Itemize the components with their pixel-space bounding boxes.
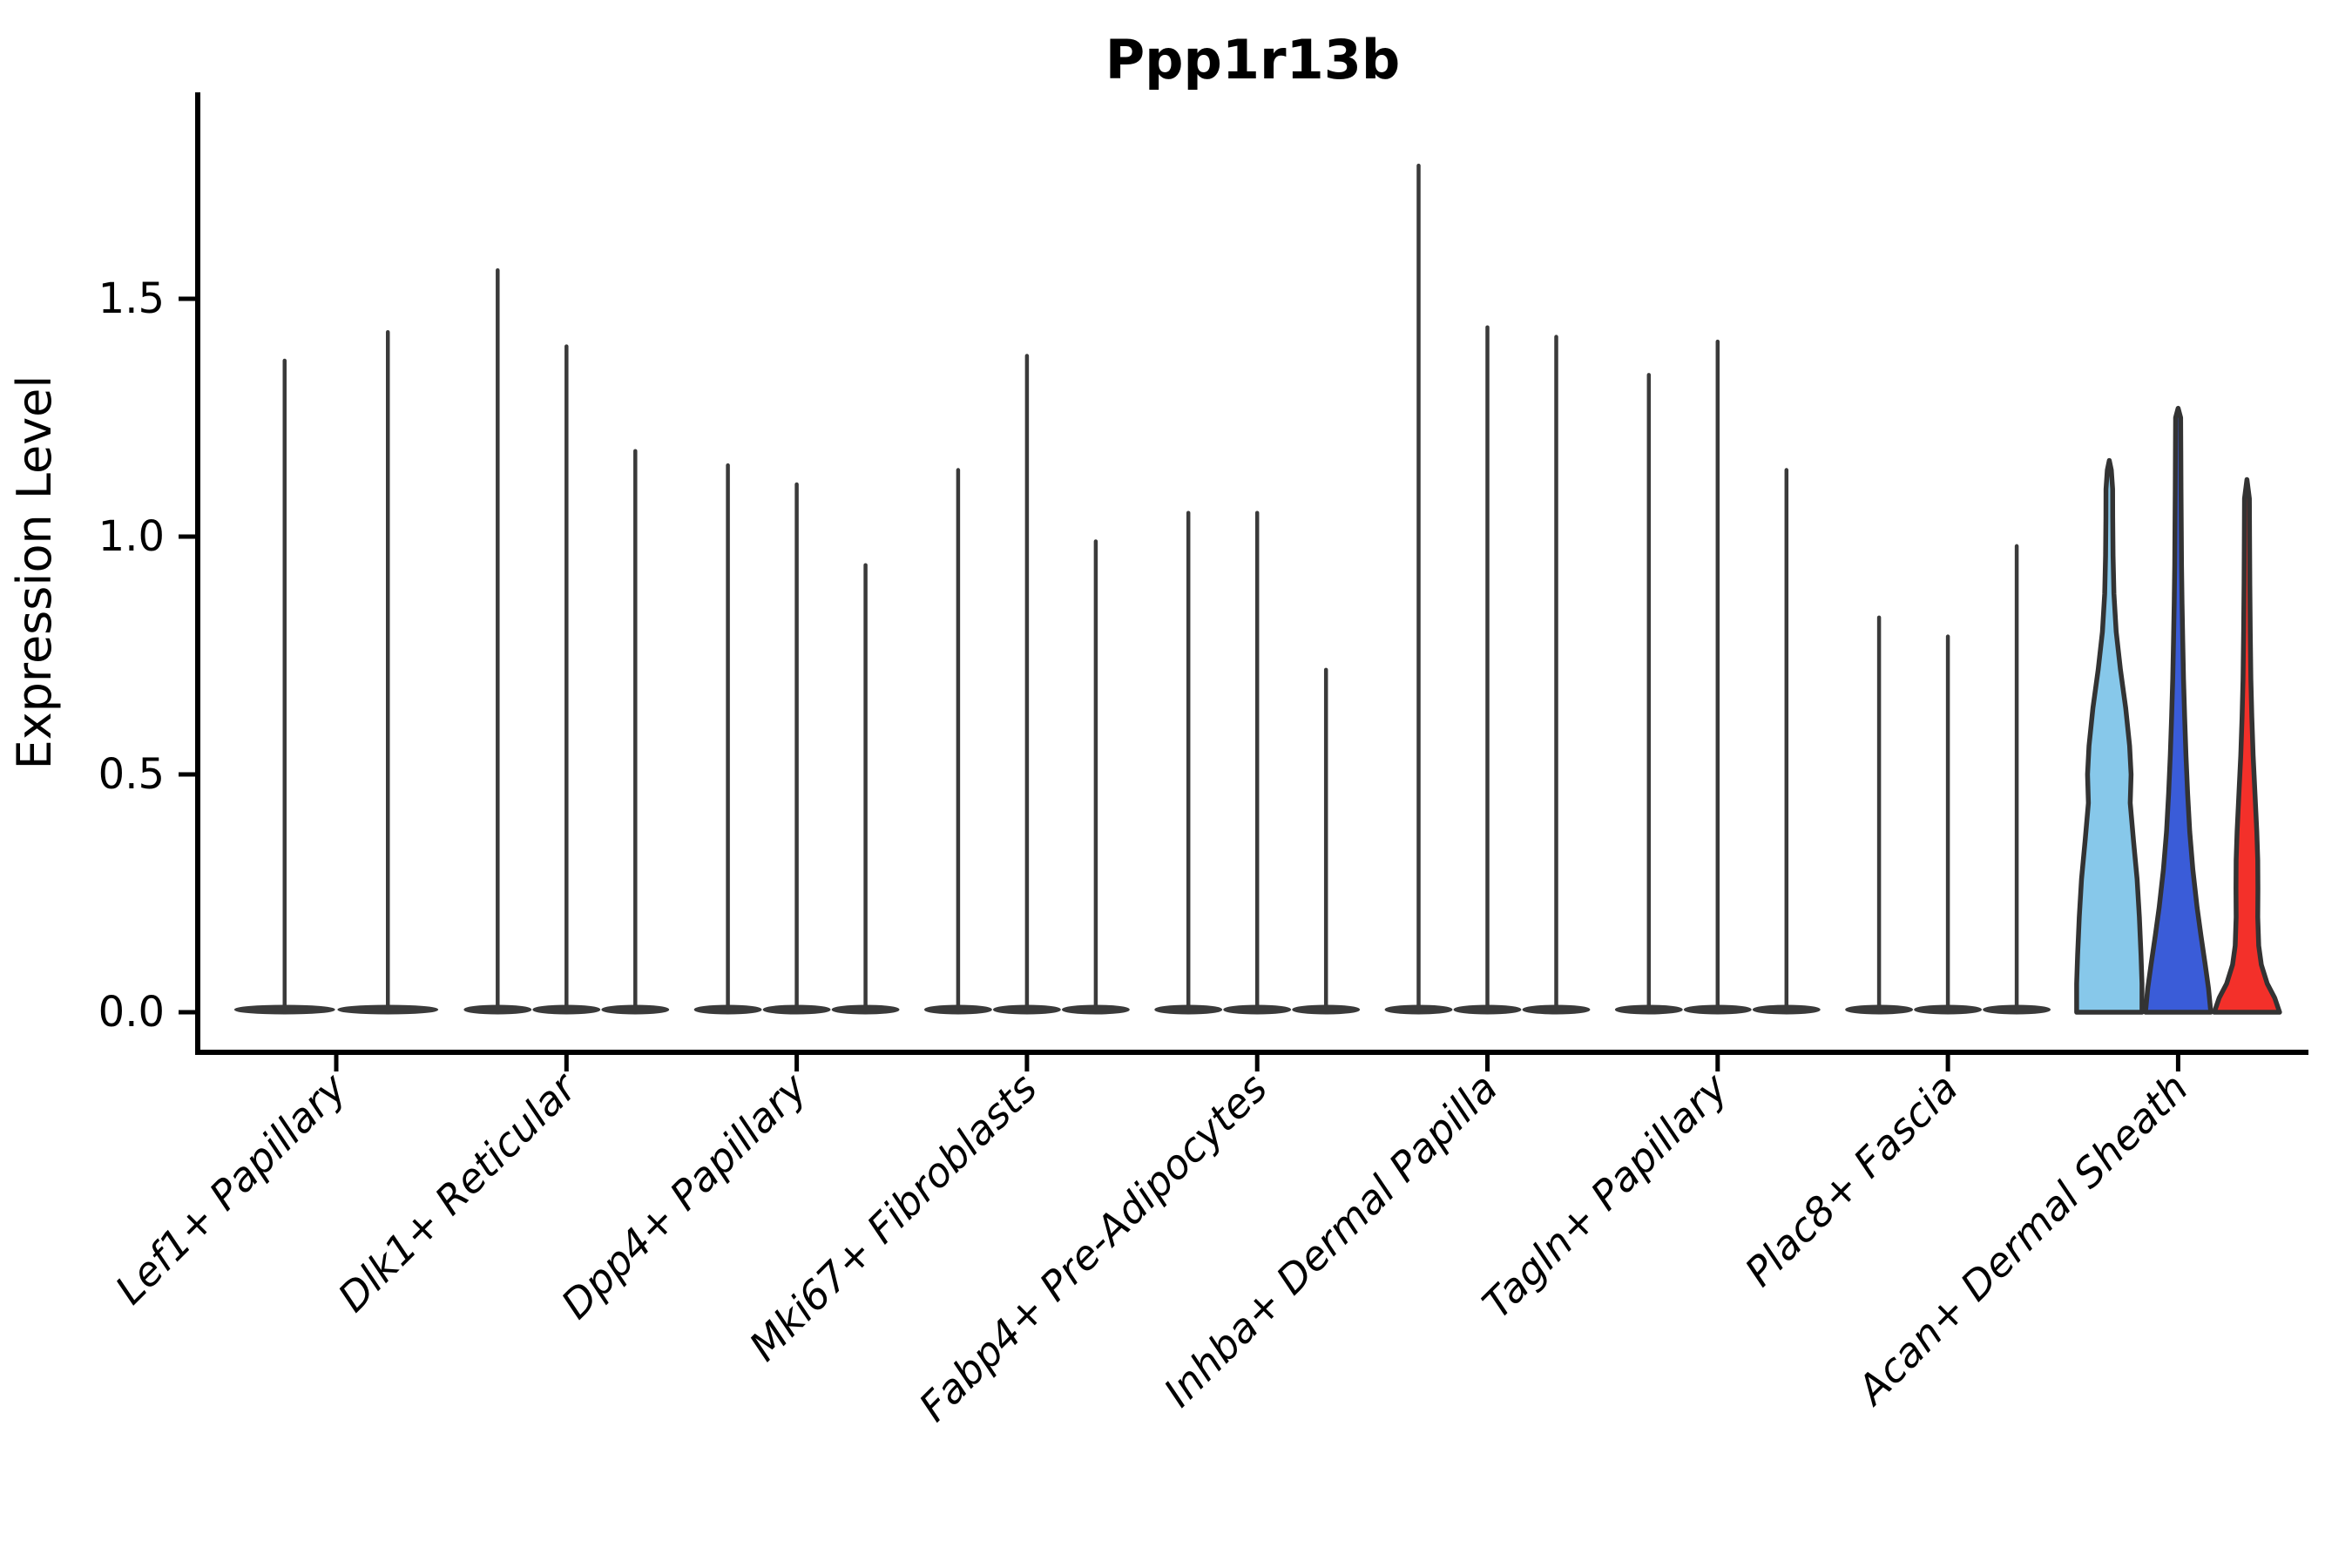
x-tick-label: Tagln+ Papillary xyxy=(1473,1064,1737,1328)
violin xyxy=(2212,476,2282,1015)
y-axis-label: Expression Level xyxy=(7,375,62,770)
y-tick-label: 1.5 xyxy=(98,274,165,323)
y-tick-label: 0.5 xyxy=(98,750,165,799)
x-tick-label: Dpp4+ Papillary xyxy=(552,1064,816,1328)
y-tick-label: 0.0 xyxy=(98,988,165,1037)
x-tick-label: Lef1+ Papillary xyxy=(106,1064,355,1313)
x-tick-label: Dlk1+ Reticular xyxy=(328,1062,587,1321)
violins-layer xyxy=(233,163,2282,1015)
y-tick-label: 1.0 xyxy=(98,512,165,561)
violin xyxy=(2143,405,2213,1015)
chart-title: Ppp1r13b xyxy=(1105,28,1401,91)
violin xyxy=(2074,457,2145,1015)
x-tick-label: Plac8+ Fascia xyxy=(1735,1064,1966,1295)
